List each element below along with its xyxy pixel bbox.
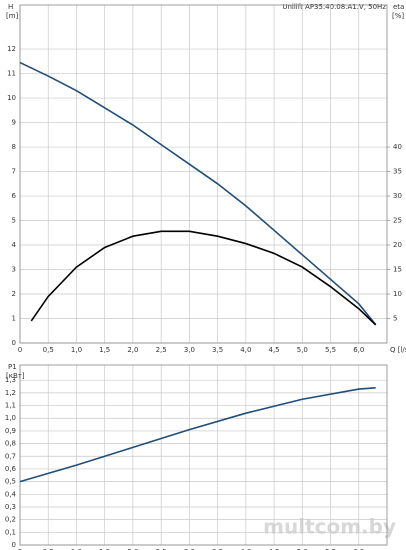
x-tick-label: 6,0	[353, 346, 364, 354]
x-tick-label: 4,5	[269, 548, 280, 550]
x-tick-label: 4,5	[269, 346, 280, 354]
y-tick-label: 0,9	[5, 427, 16, 435]
y2-tick-label: 40	[393, 143, 402, 151]
x-tick-label: 5,0	[297, 548, 308, 550]
x-axis-label: Q [l/s]	[390, 346, 406, 354]
y2-tick-label: 35	[393, 168, 402, 176]
y-tick-label: 0,5	[5, 478, 16, 486]
x-tick-label: 1,0	[71, 346, 82, 354]
x-tick-label: 0,5	[43, 346, 54, 354]
y-tick-label: 10	[7, 94, 16, 102]
y-tick-label: 1,2	[5, 389, 16, 397]
y-tick-label: 1,1	[5, 402, 16, 410]
y-axis-label: H	[8, 3, 13, 11]
x-tick-label: 2,5	[156, 346, 167, 354]
y-axis-unit: [m]	[6, 12, 19, 20]
x-tick-label: 3,5	[212, 548, 223, 550]
curve	[30, 230, 377, 326]
y-tick-label: 0,7	[5, 452, 16, 460]
y2-tick-label: 30	[393, 192, 402, 200]
y-tick-label: 3	[12, 266, 16, 274]
y-tick-label: 9	[12, 119, 16, 127]
y-tick-label: 2	[12, 290, 16, 298]
y-tick-label: 11	[7, 70, 16, 78]
y-tick-label: 0,6	[5, 465, 17, 473]
y-axis-unit: [кВт]	[6, 372, 25, 380]
y-tick-label: 0,2	[5, 516, 16, 524]
curve	[19, 61, 377, 326]
y-tick-label: 1,0	[5, 414, 16, 422]
x-tick-label: 2,0	[127, 548, 138, 550]
plot-frame	[19, 364, 388, 546]
y2-tick-label: 20	[393, 241, 402, 249]
x-tick-label: 3,0	[184, 346, 195, 354]
x-tick-label: 2,5	[156, 548, 167, 550]
y2-tick-label: 10	[393, 290, 402, 298]
y2-tick-label: 15	[393, 266, 402, 274]
y-tick-label: 0	[12, 339, 16, 347]
y-tick-label: 4	[12, 241, 17, 249]
y-tick-label: 8	[12, 143, 16, 151]
x-tick-label: 3,0	[184, 548, 195, 550]
x-tick-label: 0	[18, 346, 22, 354]
x-tick-label: 4,0	[240, 548, 251, 550]
x-tick-label: 0	[18, 548, 22, 550]
y-tick-label: 0,4	[5, 490, 17, 498]
x-tick-label: 6,0	[353, 548, 364, 550]
y2-tick-label: 25	[393, 217, 402, 225]
x-tick-label: 4,0	[240, 346, 251, 354]
y-tick-label: 7	[12, 168, 16, 176]
x-tick-label: 1,5	[99, 548, 110, 550]
plot-frame	[19, 4, 388, 344]
x-tick-label: 0,5	[43, 548, 54, 550]
y2-axis-label: eta	[393, 3, 404, 11]
x-tick-label: 5,0	[297, 346, 308, 354]
x-tick-label: 5,5	[325, 346, 336, 354]
y-tick-label: 0,1	[5, 528, 16, 536]
y-tick-label: 12	[7, 45, 16, 53]
y-tick-label: 6	[12, 192, 17, 200]
y-tick-label: 0,8	[5, 440, 16, 448]
x-tick-label: 2,0	[127, 346, 138, 354]
curve	[19, 387, 376, 483]
watermark: multcom.by	[263, 515, 396, 539]
y-tick-label: 5	[12, 217, 16, 225]
y-tick-label: 0	[12, 541, 16, 549]
y-axis-label: P1	[8, 363, 17, 371]
x-tick-label: 1,5	[99, 346, 110, 354]
y-tick-label: 1	[12, 315, 16, 323]
y2-axis-unit: [%]	[392, 12, 404, 20]
chart-title: Unilift AP35.40.08.A1.V, 50Hz	[282, 3, 386, 11]
y-tick-label: 0,3	[5, 503, 16, 511]
y-tick-label: 1,3	[5, 376, 16, 384]
x-tick-label: 1,0	[71, 548, 82, 550]
x-tick-label: 5,5	[325, 548, 336, 550]
x-tick-label: 3,5	[212, 346, 223, 354]
y2-tick-label: 5	[393, 315, 397, 323]
